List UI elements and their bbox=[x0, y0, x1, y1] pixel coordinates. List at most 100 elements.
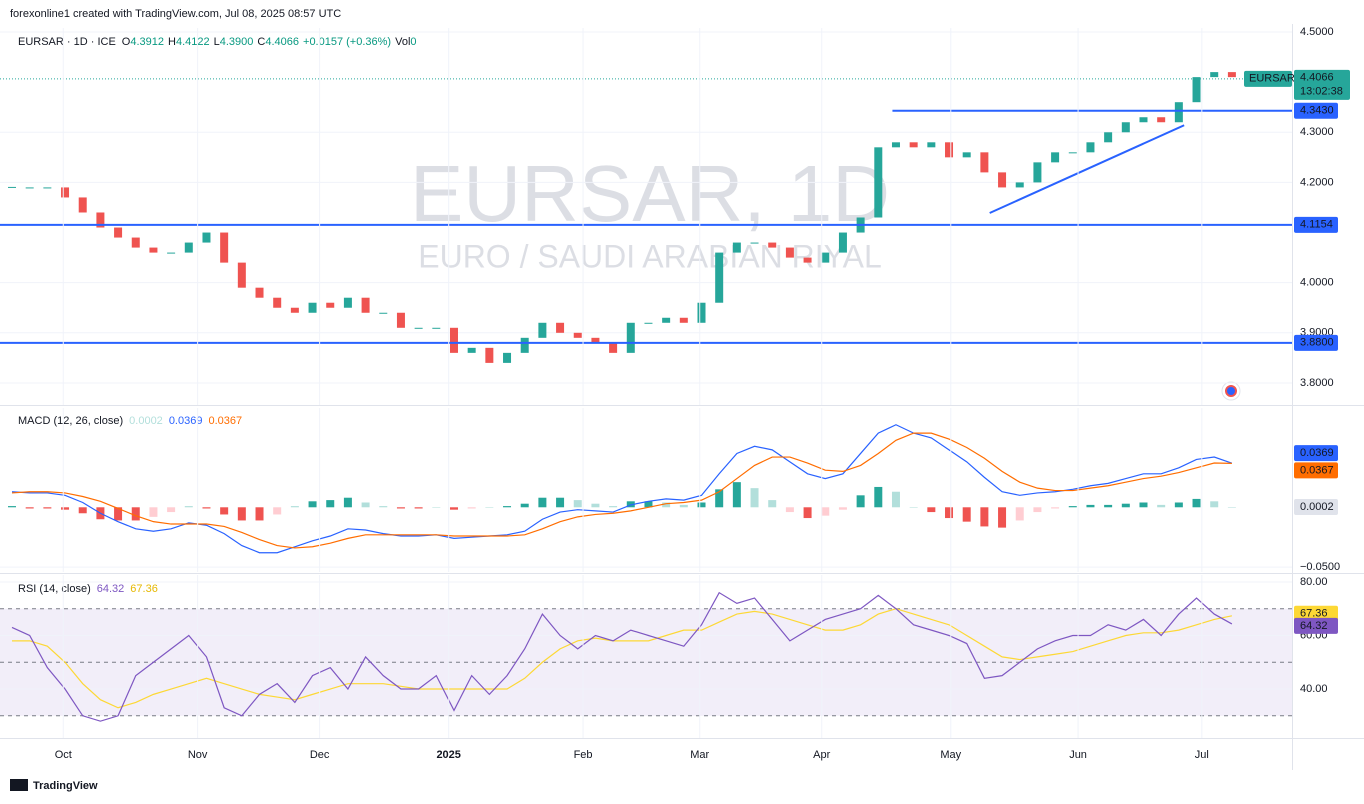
candle bbox=[785, 247, 794, 258]
candle bbox=[273, 297, 282, 308]
histogram-bar bbox=[927, 507, 936, 513]
histogram-bar bbox=[167, 507, 176, 513]
level-badge bbox=[1294, 334, 1338, 351]
histogram-bar bbox=[361, 502, 370, 508]
histogram-bar bbox=[821, 507, 830, 516]
candle bbox=[43, 187, 52, 189]
histogram-bar bbox=[856, 495, 865, 508]
volume: 0 bbox=[410, 36, 416, 48]
histogram-bar bbox=[1227, 507, 1236, 508]
macd-title: MACD (12, 26, close) bbox=[18, 415, 123, 427]
y-tick-label: 4.2000 bbox=[1300, 176, 1334, 188]
histogram-bar bbox=[803, 507, 812, 519]
hist-text: 0.0002 bbox=[1300, 501, 1334, 513]
y-tick-label: 4.0000 bbox=[1300, 277, 1334, 289]
x-tick-label: May bbox=[940, 749, 961, 761]
histogram-bar bbox=[891, 491, 900, 508]
candle bbox=[326, 302, 335, 308]
candle bbox=[1068, 152, 1077, 154]
level-badge bbox=[1294, 102, 1338, 119]
rsi-legend: RSI (14, close) 64.32 67.36 bbox=[18, 583, 158, 595]
level-text: 4.3430 bbox=[1300, 105, 1334, 117]
histogram-bar bbox=[8, 506, 16, 508]
candle bbox=[891, 142, 900, 148]
histogram-bar bbox=[1121, 503, 1130, 508]
candle bbox=[61, 187, 70, 198]
price-badge bbox=[1294, 69, 1350, 100]
rsi-band bbox=[0, 608, 1292, 716]
histogram-bar bbox=[114, 507, 123, 521]
level-text: 3.8800 bbox=[1300, 337, 1334, 349]
histogram-bar bbox=[768, 500, 777, 508]
histogram-bar bbox=[290, 506, 299, 508]
candle bbox=[715, 252, 724, 303]
brand: TradingView bbox=[33, 780, 98, 792]
candle bbox=[626, 322, 635, 353]
candle bbox=[1086, 142, 1095, 153]
candle bbox=[1210, 72, 1219, 78]
watermark-subtitle: EURO / SAUDI ARABIAN RIYAL bbox=[418, 238, 882, 274]
ohlc-value: 4.3912 bbox=[130, 36, 164, 48]
candle bbox=[874, 147, 883, 218]
candle bbox=[609, 342, 618, 353]
x-tick-label: Mar bbox=[690, 749, 709, 761]
macd-badge bbox=[1294, 445, 1338, 462]
y-tick-label: 4.5000 bbox=[1300, 26, 1334, 38]
x-tick-label: Dec bbox=[310, 749, 330, 761]
histogram-bar bbox=[202, 507, 211, 509]
legend: EURSAR · 1D · ICE O4.3912 H4.4122 L4.3900 C4… bbox=[18, 36, 417, 48]
signal-badge bbox=[1294, 462, 1338, 479]
candle bbox=[1227, 72, 1236, 78]
y-tick-label: 4.3000 bbox=[1300, 126, 1334, 138]
candle bbox=[237, 262, 246, 288]
candle bbox=[343, 297, 352, 308]
histogram-bar bbox=[432, 507, 441, 508]
candle bbox=[520, 337, 529, 353]
histogram-bar bbox=[396, 507, 405, 509]
candle bbox=[467, 347, 476, 353]
candle bbox=[750, 242, 759, 244]
candle bbox=[538, 322, 547, 338]
histogram-bar bbox=[732, 482, 741, 508]
x-tick-label: Feb bbox=[574, 749, 593, 761]
histogram-bar bbox=[1086, 504, 1095, 508]
histogram-bar bbox=[556, 497, 565, 508]
candle bbox=[980, 152, 989, 173]
histogram-bar bbox=[25, 507, 34, 509]
x-tick-label: 2025 bbox=[436, 749, 460, 761]
macd-line bbox=[11, 424, 1233, 554]
candle bbox=[679, 317, 688, 323]
y-tick-label: −0.0500 bbox=[1300, 561, 1340, 573]
brand-logo bbox=[10, 779, 28, 791]
candle bbox=[1121, 122, 1130, 133]
candle bbox=[1015, 182, 1024, 188]
histogram-bar bbox=[1104, 504, 1113, 508]
candle bbox=[1174, 102, 1183, 123]
x-tick-label: Jun bbox=[1069, 749, 1087, 761]
candle bbox=[998, 172, 1007, 188]
candle bbox=[962, 152, 971, 158]
candle bbox=[945, 142, 954, 158]
histogram-bar bbox=[449, 507, 458, 510]
candle bbox=[556, 322, 565, 333]
histogram-bar bbox=[1210, 501, 1219, 508]
credit: forexonline1 created with TradingView.co… bbox=[10, 8, 341, 20]
macd-hist-value: 0.0002 bbox=[129, 415, 163, 427]
histogram-bar bbox=[43, 507, 52, 509]
histogram-bar bbox=[467, 507, 476, 509]
histogram-bar bbox=[414, 507, 423, 509]
histogram-bar bbox=[61, 507, 70, 510]
histogram-bar bbox=[1174, 502, 1183, 508]
candle bbox=[290, 307, 299, 313]
symbol-badge bbox=[1244, 70, 1292, 87]
candle bbox=[573, 332, 582, 338]
candle bbox=[732, 242, 741, 253]
histogram-bar bbox=[326, 500, 335, 508]
candle bbox=[1104, 132, 1113, 143]
candle bbox=[255, 287, 264, 298]
candle bbox=[644, 322, 653, 324]
histogram-bar bbox=[874, 486, 883, 508]
symbol-text: EURSAR bbox=[1249, 73, 1295, 85]
histogram-bar bbox=[697, 502, 706, 508]
histogram-bar bbox=[1068, 506, 1077, 508]
